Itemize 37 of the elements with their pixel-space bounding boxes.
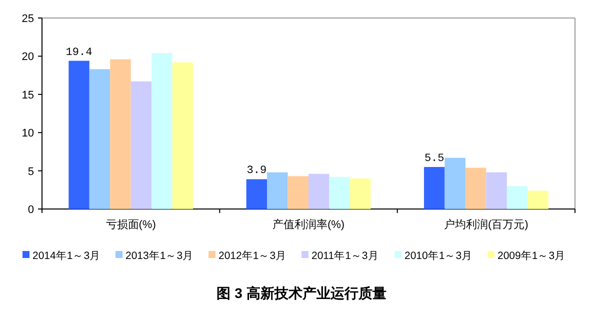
bar [130, 81, 152, 209]
text: 图 3 高新技术产业运行质量 [216, 285, 386, 301]
y-tick-label: 25 [22, 13, 34, 25]
bar [68, 60, 90, 209]
bar [152, 53, 172, 209]
bar [486, 172, 507, 209]
legend-label: 2009年1～3月 [498, 250, 566, 262]
x-tick-label: 亏损面(%) [106, 219, 156, 231]
y-tick-label: 0 [28, 204, 34, 216]
legend-label: 2013年1～3月 [126, 250, 194, 262]
bar [172, 62, 194, 209]
legend-label: 2012年1～3月 [218, 250, 287, 262]
bar [465, 168, 486, 209]
bar [506, 186, 528, 209]
legend-label: 2014年1～3月 [32, 250, 101, 262]
data-label: 3.9 [246, 165, 267, 178]
bar [528, 190, 548, 209]
data-label: 5.5 [424, 152, 444, 165]
x-tick-label: 户均利润(百万元) [444, 218, 528, 231]
bar [308, 174, 330, 209]
bar [288, 176, 308, 209]
y-tick-label: 5 [28, 166, 34, 178]
bar [267, 172, 288, 209]
data-label: 19.4 [66, 46, 93, 59]
bar [89, 69, 110, 209]
bar [350, 178, 371, 209]
bar [246, 179, 268, 209]
x-tick-label: 产值利润率(%) [272, 218, 345, 231]
y-tick-label: 10 [22, 128, 34, 140]
bar [444, 158, 466, 209]
bar [110, 59, 131, 209]
y-tick-label: 20 [22, 51, 34, 64]
legend-label: 2010年1～3月 [404, 250, 473, 262]
y-tick-label: 15 [22, 89, 34, 102]
bar [424, 166, 445, 209]
bar [329, 176, 350, 209]
legend-label: 2011年1～3月 [312, 250, 379, 262]
